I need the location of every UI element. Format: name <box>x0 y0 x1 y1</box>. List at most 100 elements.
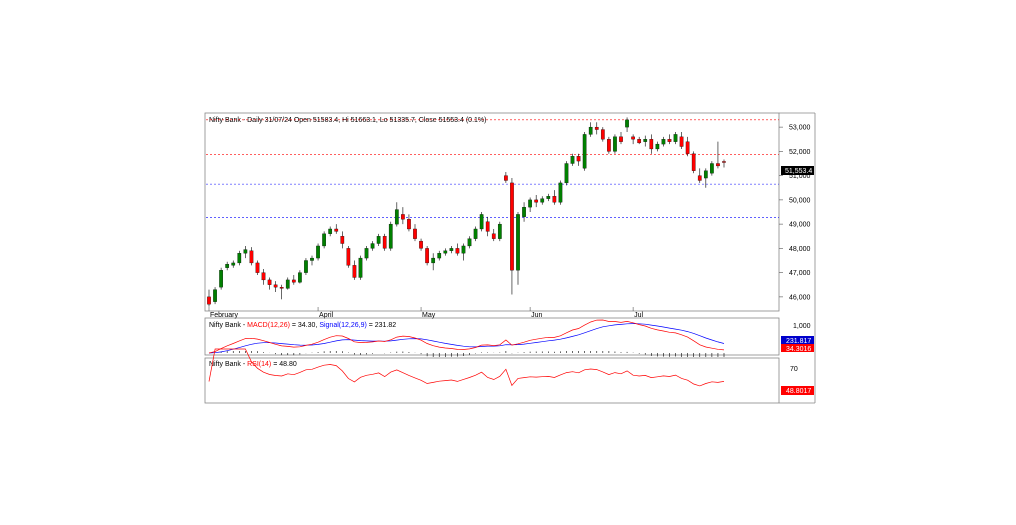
macd-legend-prefix: Nifty Bank - <box>209 322 247 329</box>
candle-body <box>594 126 599 130</box>
candle-body <box>443 250 448 254</box>
candles <box>207 117 726 307</box>
candle-body <box>316 245 320 259</box>
macd-y-tick: 1,000 <box>793 323 811 330</box>
candle-body <box>437 253 442 259</box>
candle-body <box>534 199 539 203</box>
candle-body <box>364 248 369 259</box>
rsi-legend: Nifty Bank - RSI(14) = 48.80 <box>209 361 297 368</box>
candle-body <box>467 238 472 247</box>
candle-body <box>552 196 557 203</box>
candle-body <box>558 182 563 203</box>
candle-body <box>673 134 678 142</box>
y-tick-label: 48,000 <box>789 246 811 253</box>
candle-body <box>473 228 478 239</box>
candle-body <box>613 136 617 152</box>
last-price-label: 51,553.4 <box>785 168 812 175</box>
candle-body <box>540 198 545 203</box>
candle-body <box>697 175 702 181</box>
y-tick-label: 47,000 <box>789 270 811 277</box>
rsi-legend-name: RSI(14) <box>247 361 271 368</box>
candle-body <box>510 182 514 271</box>
candle-body <box>231 262 236 266</box>
candle-body <box>655 143 660 150</box>
candle-body <box>291 279 296 283</box>
macd-panel-frame <box>204 317 780 356</box>
rsi-y-tick: 70 <box>790 366 798 373</box>
candle-body <box>382 236 387 249</box>
candle-body <box>667 139 672 142</box>
candle-body <box>607 139 611 152</box>
candle-body <box>649 139 654 150</box>
candle-body <box>334 228 339 232</box>
price-x-ticks: February April May Jun Jul <box>208 307 644 319</box>
macd-badge-label: 34.3016 <box>786 346 811 353</box>
x-tick-label: Jul <box>634 312 643 319</box>
horizontal-levels <box>206 119 779 218</box>
candle-body <box>619 136 623 142</box>
candle-body <box>637 139 642 144</box>
rsi-legend-value: = 48.80 <box>271 361 297 368</box>
candle-body <box>564 163 569 184</box>
y-tick-label: 51,000 <box>789 173 811 180</box>
candle-body <box>625 119 629 128</box>
candle-body <box>576 156 581 162</box>
candle-body <box>425 248 429 264</box>
candle-body <box>255 262 260 273</box>
candle-body <box>225 263 230 268</box>
candle-body <box>376 236 381 244</box>
chart-title: Nifty Bank - Daily 31/07/24 Open 51583.4… <box>209 117 486 124</box>
candle-body <box>710 163 714 174</box>
candle-body <box>273 284 278 288</box>
candle-body <box>661 139 666 145</box>
candle-body <box>213 289 217 302</box>
candle-body <box>243 249 248 254</box>
candle-body <box>413 228 417 239</box>
candle-body <box>340 236 345 244</box>
candle-body <box>631 136 635 140</box>
y-tick-label: 49,000 <box>789 222 811 229</box>
candle-body <box>582 134 587 169</box>
macd-legend: Nifty Bank - MACD(12,26) = 34.30, Signal… <box>209 322 396 329</box>
rsi-badge-label: 48.8017 <box>786 388 811 395</box>
candle-body <box>207 296 211 305</box>
y-tick-label: 50,000 <box>789 197 811 204</box>
candle-body <box>279 287 284 289</box>
candle-body <box>679 136 684 147</box>
candle-body <box>322 233 326 247</box>
x-tick-label: February <box>210 312 239 319</box>
candle-body <box>358 257 363 278</box>
candle-body <box>298 272 302 283</box>
candle-body <box>703 170 708 179</box>
candle-body <box>310 257 314 261</box>
rsi-series <box>208 348 725 387</box>
candle-body <box>643 139 648 142</box>
candle-body <box>419 240 423 249</box>
candle-body <box>285 279 290 289</box>
last-price-badge <box>781 166 814 175</box>
candle-body <box>267 279 272 285</box>
x-tick-label: May <box>422 312 436 319</box>
candle-body <box>431 257 436 264</box>
y-tick-label: 53,000 <box>789 125 811 132</box>
signal-badge <box>781 336 814 344</box>
candle-body <box>461 245 466 254</box>
candle-body <box>249 250 254 264</box>
candle-body <box>219 270 223 288</box>
candle-body <box>346 248 351 266</box>
candle-body <box>722 161 726 163</box>
candle-body <box>497 223 502 239</box>
signal-legend-value: = 231.82 <box>367 322 396 329</box>
candle-body <box>588 126 593 135</box>
candle-body <box>304 260 308 273</box>
candle-body <box>394 209 399 225</box>
candle-body <box>491 233 496 239</box>
y-tick-label: 52,000 <box>789 149 811 156</box>
x-tick-label: April <box>319 312 333 319</box>
macd-legend-value: = 34.30, <box>290 322 319 329</box>
candle-body <box>691 153 696 171</box>
price-panel-frame <box>204 112 780 312</box>
candle-body <box>685 141 690 154</box>
y-tick-label: 46,000 <box>789 294 811 301</box>
